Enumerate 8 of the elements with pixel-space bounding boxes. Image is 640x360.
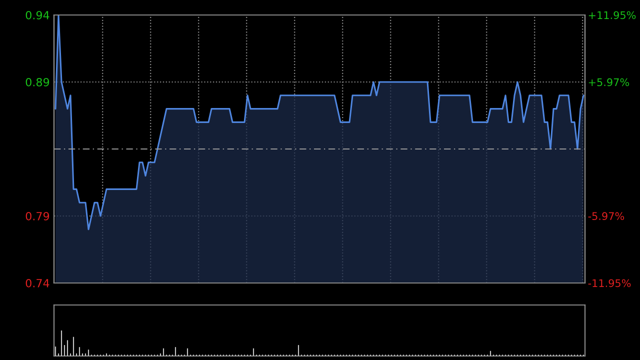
y2-tick-label: -5.97% (588, 212, 624, 220)
y2-tick-label: +11.95% (588, 11, 636, 20)
y-tick-label: 0.89 (26, 78, 50, 86)
y-tick-label: 0.94 (26, 10, 50, 20)
y2-tick-label: -11.95% (588, 279, 631, 288)
y-tick-label: 0.79 (26, 212, 50, 220)
y-tick-label: 0.74 (26, 278, 50, 288)
y2-tick-label: +5.97% (588, 78, 630, 86)
